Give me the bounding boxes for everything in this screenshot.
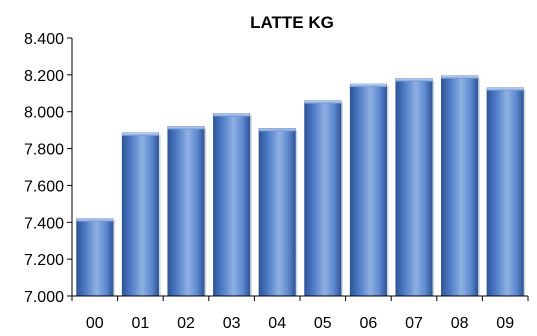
x-tick-label: 06	[360, 315, 378, 332]
chart-title: LATTE KG	[250, 13, 334, 32]
bar-01	[121, 132, 159, 297]
bar-cap	[167, 126, 205, 130]
y-tick-label: 8.400	[24, 31, 64, 48]
bar-08	[441, 75, 479, 297]
bar-cap	[258, 128, 296, 132]
bar-04	[258, 128, 296, 297]
x-tick-label: 02	[177, 315, 195, 332]
x-axis: 00 01 02 03 04 05 06 07 08 09	[71, 296, 529, 332]
bars-group	[76, 75, 526, 297]
x-tick-label: 07	[405, 315, 423, 332]
x-tick-label: 09	[496, 315, 514, 332]
bar-03	[213, 113, 251, 297]
bar-06	[349, 83, 387, 297]
y-axis: 7.000 7.200 7.400 7.600 7.800 8.000 8.200 8.400	[24, 31, 72, 306]
bar-cap	[304, 100, 342, 104]
bar-cap	[213, 113, 250, 117]
x-tick-label: 04	[268, 315, 286, 332]
x-tick-label: 03	[223, 315, 241, 332]
y-tick-label: 7.600	[24, 178, 64, 195]
bar-cap	[350, 84, 387, 88]
bar-00	[76, 218, 114, 297]
bar-cap	[441, 75, 478, 79]
y-tick-label: 7.400	[24, 215, 64, 232]
x-tick-label: 08	[451, 315, 469, 332]
bar-09	[486, 87, 524, 297]
bar-cap	[395, 78, 433, 82]
bar-cap	[486, 87, 524, 91]
bar-cap	[122, 132, 159, 136]
y-tick-label: 7.000	[24, 289, 64, 306]
x-tick-label: 01	[132, 315, 150, 332]
y-tick-label: 7.200	[24, 252, 64, 269]
bar-02	[167, 126, 205, 297]
bar-07	[395, 78, 433, 297]
bar-05	[304, 100, 342, 297]
y-tick-label: 8.000	[24, 105, 64, 122]
x-tick-label: 05	[314, 315, 332, 332]
x-tick-label: 00	[86, 315, 104, 332]
bar-cap	[76, 218, 114, 222]
y-tick-label: 7.800	[24, 142, 64, 159]
y-tick-label: 8.200	[24, 68, 64, 85]
